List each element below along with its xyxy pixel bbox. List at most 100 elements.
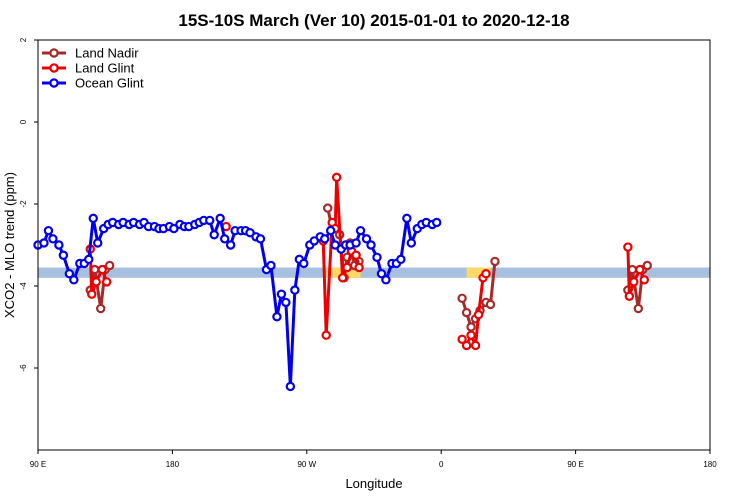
series-layer <box>33 172 652 392</box>
data-point <box>331 172 342 183</box>
plot-frame <box>37 39 711 451</box>
chart-title: 15S-10S March (Ver 10) 2015-01-01 to 202… <box>178 11 569 30</box>
data-point <box>323 203 333 213</box>
data-point <box>93 238 103 248</box>
data-point <box>266 260 276 271</box>
data-point <box>104 260 115 271</box>
data-point <box>361 234 372 244</box>
data-point <box>97 264 107 275</box>
data-point <box>355 225 366 236</box>
data-point <box>285 381 296 392</box>
series-land-glint <box>85 172 649 351</box>
data-point <box>101 277 112 287</box>
data-point <box>272 312 282 322</box>
data-point <box>169 223 179 234</box>
data-point <box>457 334 467 344</box>
data-point <box>87 289 97 299</box>
data-point <box>351 250 361 260</box>
data-point <box>432 217 442 228</box>
data-point <box>290 285 300 295</box>
reference-band <box>466 267 491 278</box>
reference-band <box>38 267 710 278</box>
data-point <box>376 269 387 279</box>
data-point <box>325 225 336 236</box>
data-point <box>481 269 491 279</box>
y-axis-label: XCO2 - MLO trend (ppm) <box>2 172 17 318</box>
data-point <box>381 275 391 285</box>
y-axis: 2 0 -2 -4 -6 <box>19 37 38 372</box>
legend-label: Land Glint <box>75 61 135 76</box>
x-axis: 90 E 180 90 W 0 90 E 180 <box>30 450 717 469</box>
y-tick-label: 0 <box>19 119 28 124</box>
data-point <box>490 256 500 267</box>
x-tick-label: 0 <box>439 460 444 469</box>
data-point <box>402 213 412 224</box>
data-point <box>91 277 101 287</box>
data-point <box>466 330 476 340</box>
data-point <box>54 240 64 250</box>
data-point <box>69 275 79 285</box>
data-point <box>473 310 484 320</box>
data-point <box>281 297 291 308</box>
data-point <box>624 291 635 301</box>
x-axis-label: Longitude <box>345 476 402 491</box>
data-point <box>354 262 364 273</box>
data-point <box>366 240 376 250</box>
data-point <box>225 240 236 250</box>
data-point <box>406 238 417 248</box>
data-point <box>470 340 481 351</box>
data-point <box>245 227 255 238</box>
y-tick-label: -4 <box>19 282 28 290</box>
legend-swatch-point <box>49 63 59 73</box>
data-point <box>276 289 287 299</box>
data-point <box>337 273 348 283</box>
data-point <box>623 242 633 252</box>
data-point <box>330 240 340 250</box>
x-tick-label: 90 W <box>297 460 316 469</box>
data-point <box>466 322 476 332</box>
data-point <box>461 307 472 318</box>
data-point <box>309 236 319 246</box>
data-point <box>64 269 75 279</box>
x-tick-label: 90 E <box>30 460 46 469</box>
data-point <box>299 258 309 269</box>
legend-label: Land Nadir <box>75 46 139 61</box>
y-tick-label: -6 <box>19 364 28 372</box>
data-point <box>43 225 54 236</box>
data-point <box>485 299 496 310</box>
data-point <box>215 213 225 224</box>
series-ocean-glint <box>33 213 442 392</box>
data-point <box>457 293 467 303</box>
data-point <box>342 262 352 273</box>
reference-bands <box>38 267 710 278</box>
data-point <box>635 264 645 275</box>
data-point <box>84 254 94 265</box>
y-tick-label: -2 <box>19 200 28 208</box>
data-point <box>255 234 266 244</box>
data-point <box>642 260 652 271</box>
data-point <box>639 275 649 285</box>
data-point <box>39 238 49 248</box>
data-point <box>58 250 69 260</box>
data-point <box>205 215 215 226</box>
data-point <box>629 277 639 287</box>
data-point <box>351 238 361 248</box>
data-point <box>321 330 331 340</box>
data-point <box>461 340 472 351</box>
data-point <box>320 234 330 244</box>
legend-swatch-point <box>49 78 59 88</box>
legend-label: Ocean Glint <box>75 76 144 91</box>
data-point <box>396 254 406 265</box>
data-point <box>209 230 219 240</box>
data-point <box>48 234 58 244</box>
data-point <box>96 303 106 314</box>
data-point <box>88 213 98 224</box>
legend-swatch-point <box>49 48 59 58</box>
data-point <box>633 303 644 314</box>
data-point <box>372 252 382 262</box>
data-point <box>219 234 230 244</box>
x-tick-label: 180 <box>166 460 180 469</box>
x-tick-label: 180 <box>703 460 717 469</box>
